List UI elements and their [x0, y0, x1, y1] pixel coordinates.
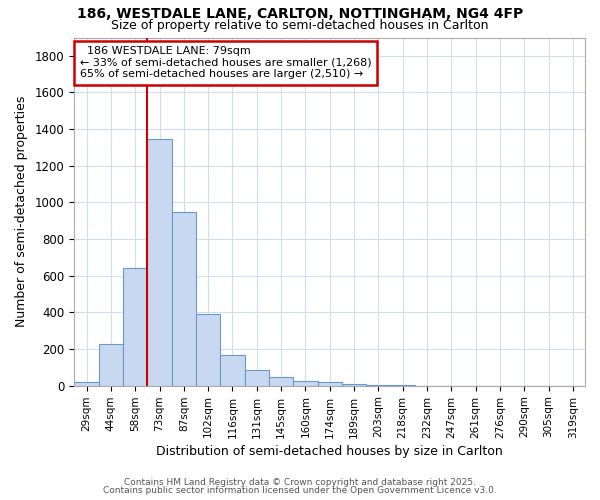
Y-axis label: Number of semi-detached properties: Number of semi-detached properties	[15, 96, 28, 328]
Bar	[245, 370, 269, 386]
Bar	[172, 212, 196, 386]
Bar	[148, 139, 172, 386]
Bar	[220, 354, 245, 386]
X-axis label: Distribution of semi-detached houses by size in Carlton: Distribution of semi-detached houses by …	[157, 444, 503, 458]
Text: 186, WESTDALE LANE, CARLTON, NOTTINGHAM, NG4 4FP: 186, WESTDALE LANE, CARLTON, NOTTINGHAM,…	[77, 8, 523, 22]
Bar	[342, 384, 366, 386]
Bar	[269, 377, 293, 386]
Bar	[293, 380, 317, 386]
Bar	[196, 314, 220, 386]
Bar	[123, 268, 148, 386]
Text: Contains public sector information licensed under the Open Government Licence v3: Contains public sector information licen…	[103, 486, 497, 495]
Text: 186 WESTDALE LANE: 79sqm
← 33% of semi-detached houses are smaller (1,268)
65% o: 186 WESTDALE LANE: 79sqm ← 33% of semi-d…	[80, 46, 371, 80]
Bar	[317, 382, 342, 386]
Bar	[99, 344, 123, 386]
Text: Contains HM Land Registry data © Crown copyright and database right 2025.: Contains HM Land Registry data © Crown c…	[124, 478, 476, 487]
Bar	[74, 382, 99, 386]
Bar	[366, 385, 391, 386]
Text: Size of property relative to semi-detached houses in Carlton: Size of property relative to semi-detach…	[111, 18, 489, 32]
